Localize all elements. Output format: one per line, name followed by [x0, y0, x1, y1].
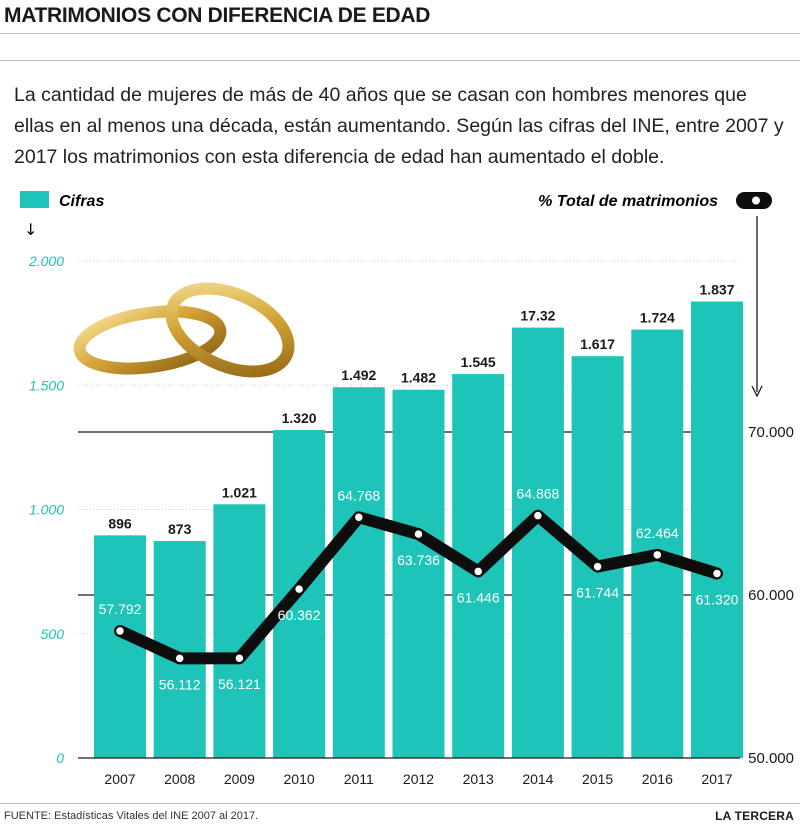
legend-line-label: % Total de matrimonios [538, 193, 718, 210]
y-left-tick-label-1000: 1.000 [29, 502, 64, 518]
legend-bar-label: Cifras [59, 193, 104, 210]
brand-logo: LA TERCERA [715, 809, 794, 823]
line-value-label-2014: 64.868 [516, 486, 559, 502]
bar-value-label-2007: 896 [108, 515, 132, 531]
line-value-label-2016: 62.464 [636, 525, 679, 541]
x-tick-label-2016: 2016 [642, 771, 673, 787]
bar-value-label-2011: 1.492 [341, 367, 376, 383]
line-value-label-2011: 64.768 [337, 487, 380, 503]
line-point-2016 [652, 549, 663, 561]
line-value-label-2009: 56.121 [218, 676, 261, 692]
line-value-label-2008: 56.112 [159, 676, 201, 692]
chart: Cifras ↓ % Total de matrimonios 896 873 1.… [20, 191, 794, 787]
bar-value-label-2008: 873 [168, 521, 192, 537]
line-point-2010 [293, 583, 305, 595]
line-point-2007 [114, 625, 126, 637]
bar-value-label-2012: 1.482 [401, 370, 436, 386]
source-note: FUENTE: Estadísticas Vitales del INE 200… [4, 810, 259, 822]
page-title: MATRIMONIOS CON DIFERENCIA DE EDAD [4, 4, 431, 27]
x-tick-label-2007: 2007 [104, 771, 135, 787]
legend-bar-swatch [20, 191, 49, 208]
title-divider [0, 33, 800, 34]
wedding-rings-image [73, 282, 295, 378]
y-right-tick-label-70000: 70.000 [748, 424, 794, 441]
intro-line-2: ellas en al menos una década, están aume… [14, 115, 784, 137]
line-value-label-2007: 57.792 [99, 601, 142, 617]
bar-2016 [631, 329, 684, 758]
line-value-label-2015: 61.744 [576, 585, 619, 601]
line-point-2013 [472, 566, 484, 577]
bar-value-label-2013: 1.545 [461, 354, 496, 370]
line-point-2017 [711, 568, 723, 579]
y-left-tick-label-1500: 1.500 [29, 377, 64, 393]
bar-value-label-2009: 1.021 [222, 484, 257, 500]
x-tick-label-2009: 2009 [224, 771, 255, 787]
legend: Cifras ↓ % Total de matrimonios [20, 191, 772, 398]
bar-2011 [332, 387, 385, 758]
line-point-2009 [234, 652, 245, 664]
right-axis-arrow-icon [751, 216, 763, 398]
bar-2017 [691, 301, 743, 758]
bar-value-label-2010: 1.320 [282, 410, 317, 426]
bar-value-label-2015: 1.617 [580, 336, 615, 352]
line-series: 57.792 56.112 56.121 60.362 64.768 63.736 61.4… [99, 486, 739, 693]
y-left-tick-label-0: 0 [56, 750, 64, 766]
line-point-2015 [592, 561, 603, 572]
bar-2014 [511, 327, 564, 758]
y-right-tick-label-60000: 60.000 [748, 587, 794, 604]
line-point-2011 [353, 512, 365, 523]
line-value-label-2010: 60.362 [278, 607, 321, 623]
line-marker-legend-icon [736, 192, 772, 209]
bar-2007 [94, 535, 146, 758]
left-axis-arrow-icon: ↓ [24, 220, 37, 239]
x-tick-label-2008: 2008 [164, 771, 195, 787]
bar-value-label-2014: 17.32 [520, 308, 555, 324]
bar-2012 [392, 389, 445, 758]
footer-divider [0, 803, 800, 804]
axes: 2007 2008 2009 2010 2011 2012 2013 2014 2015 2016… [28, 253, 794, 787]
intro-line-1: La cantidad de mujeres de más de 40 años… [14, 84, 747, 106]
line-point-2008 [174, 653, 185, 664]
x-tick-label-2011: 2011 [344, 771, 374, 787]
x-tick-label-2014: 2014 [522, 771, 553, 787]
line-value-label-2013: 61.446 [457, 589, 500, 605]
intro-text: La cantidad de mujeres de más de 40 años… [14, 80, 784, 173]
x-tick-label-2010: 2010 [284, 771, 315, 787]
y-left-tick-label-2000: 2.000 [28, 253, 64, 269]
x-tick-label-2015: 2015 [582, 771, 613, 787]
line-value-label-2017: 61.320 [696, 591, 739, 607]
line-point-2012 [413, 528, 424, 540]
bar-value-label-2017: 1.837 [699, 282, 734, 298]
line-point-2014 [532, 510, 544, 521]
x-tick-label-2017: 2017 [701, 771, 732, 787]
bar-value-label-2016: 1.724 [640, 310, 675, 326]
intro-line-3: 2017 los matrimonios con esta diferencia… [14, 146, 665, 168]
y-left-tick-label-500: 500 [41, 626, 65, 642]
title-divider-lower [0, 60, 800, 61]
y-right-tick-label-50000: 50.000 [748, 750, 794, 767]
x-tick-label-2012: 2012 [403, 771, 434, 787]
x-tick-label-2013: 2013 [463, 771, 494, 787]
line-value-label-2012: 63.736 [397, 552, 440, 568]
